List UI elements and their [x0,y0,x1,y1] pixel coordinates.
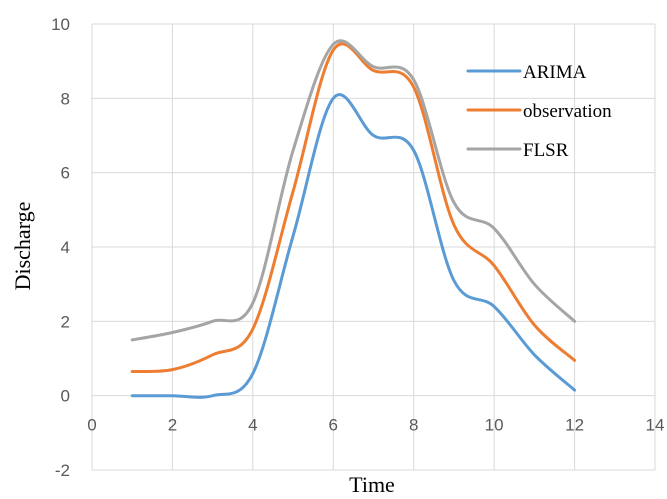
y-axis-title: Discharge [10,202,35,291]
series-layer [130,39,577,399]
tick-label-layer: -2 0 2 4 6 8 10 0 2 4 6 8 10 12 14 [51,15,664,480]
y-tick-label: 2 [61,312,70,331]
x-tick-label: 6 [329,416,338,435]
y-tick-label: 4 [61,238,70,257]
grid-layer [91,23,656,471]
y-tick-label: 8 [61,89,70,108]
series-line-flsr [130,39,577,342]
legend-label: FLSR [523,140,569,161]
y-tick-label: -2 [55,461,70,480]
x-tick-label: 8 [409,416,418,435]
x-tick-label: 0 [87,416,96,435]
series-line-observation [130,42,577,374]
x-tick-label: 4 [248,416,257,435]
legend: ARIMA observation FLSR [466,62,612,161]
y-tick-label: 0 [61,387,70,406]
x-tick-label: 10 [485,416,504,435]
series-line-arima [130,93,577,399]
x-tick-label: 2 [168,416,177,435]
y-tick-label: 6 [61,164,70,183]
x-tick-label: 12 [565,416,584,435]
legend-label: observation [523,101,612,122]
y-tick-label: 10 [51,15,70,34]
x-axis-title: Time [349,472,395,497]
x-tick-label: 14 [646,416,665,435]
legend-label: ARIMA [523,62,587,83]
